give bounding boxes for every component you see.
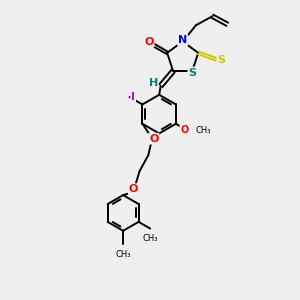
- Text: S: S: [188, 68, 196, 78]
- Text: CH₃: CH₃: [142, 234, 158, 243]
- Text: I: I: [131, 92, 135, 102]
- Text: CH₃: CH₃: [116, 250, 131, 259]
- Text: O: O: [144, 37, 154, 47]
- Text: H: H: [148, 78, 158, 88]
- Text: CH₃: CH₃: [196, 126, 211, 135]
- Text: O: O: [129, 184, 138, 194]
- Text: O: O: [180, 125, 189, 136]
- Text: S: S: [218, 55, 225, 65]
- Text: N: N: [178, 35, 187, 45]
- Text: O: O: [149, 134, 158, 144]
